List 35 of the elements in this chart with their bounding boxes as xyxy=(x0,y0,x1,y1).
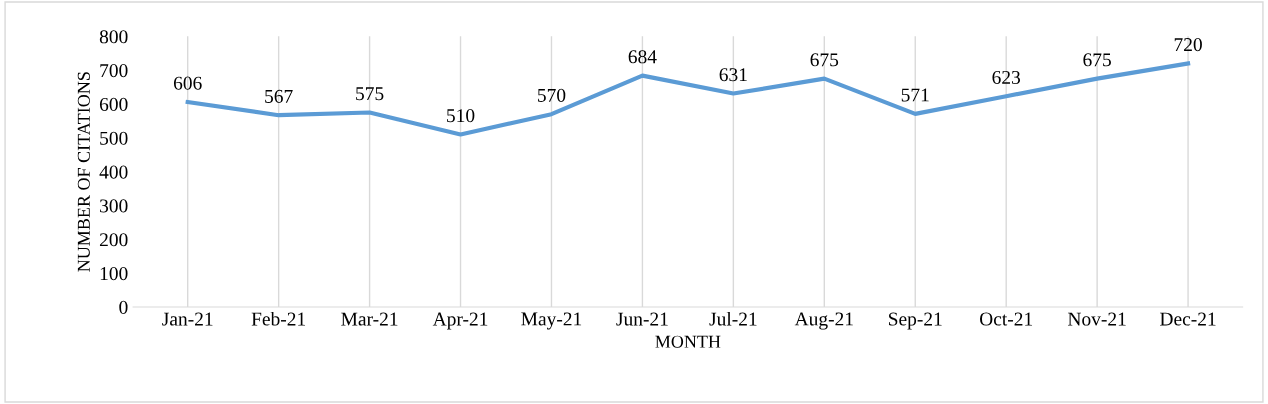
y-tick-label: 800 xyxy=(99,30,128,44)
x-tick-label: Jun-21 xyxy=(616,312,668,326)
y-tick-label: 200 xyxy=(99,233,128,247)
x-tick-label: Jul-21 xyxy=(709,311,757,326)
x-tick-label: Mar-21 xyxy=(341,312,398,326)
y-axis-title: NUMBER OF CITATIONS xyxy=(77,72,90,272)
data-label: 675 xyxy=(1083,53,1111,67)
y-tick-label: 600 xyxy=(99,97,128,111)
data-label: 575 xyxy=(356,87,384,101)
y-tick-label: 700 xyxy=(100,64,128,78)
x-tick-label: Sep-21 xyxy=(889,312,942,330)
y-tick-label: 0 xyxy=(119,300,128,314)
x-tick-label: May-21 xyxy=(521,312,582,330)
data-label: 623 xyxy=(992,70,1021,84)
x-tick-label: Oct-21 xyxy=(979,312,1033,326)
data-label: 570 xyxy=(538,88,566,102)
data-label: 606 xyxy=(173,76,202,90)
x-tick-label: Feb-21 xyxy=(251,311,306,326)
x-tick-label: Apr-21 xyxy=(432,312,488,330)
y-tick-label: 300 xyxy=(100,199,128,213)
y-tick-label: 100 xyxy=(100,267,128,281)
y-tick-label: 400 xyxy=(99,165,128,179)
x-tick-label: Jan-21 xyxy=(162,312,213,326)
data-label: 510 xyxy=(447,109,475,123)
data-label: 571 xyxy=(901,88,929,102)
data-label: 567 xyxy=(265,89,293,103)
x-axis-title: MONTH xyxy=(655,335,721,348)
x-tick-label: Nov-21 xyxy=(1067,312,1126,326)
x-tick-label: Aug-21 xyxy=(794,312,853,330)
data-label: 684 xyxy=(628,50,657,64)
y-tick-label: 500 xyxy=(100,131,128,145)
data-label: 631 xyxy=(719,68,747,82)
data-label: 675 xyxy=(810,53,839,67)
x-tick-label: Dec-21 xyxy=(1160,312,1216,326)
data-label: 720 xyxy=(1174,38,1202,52)
